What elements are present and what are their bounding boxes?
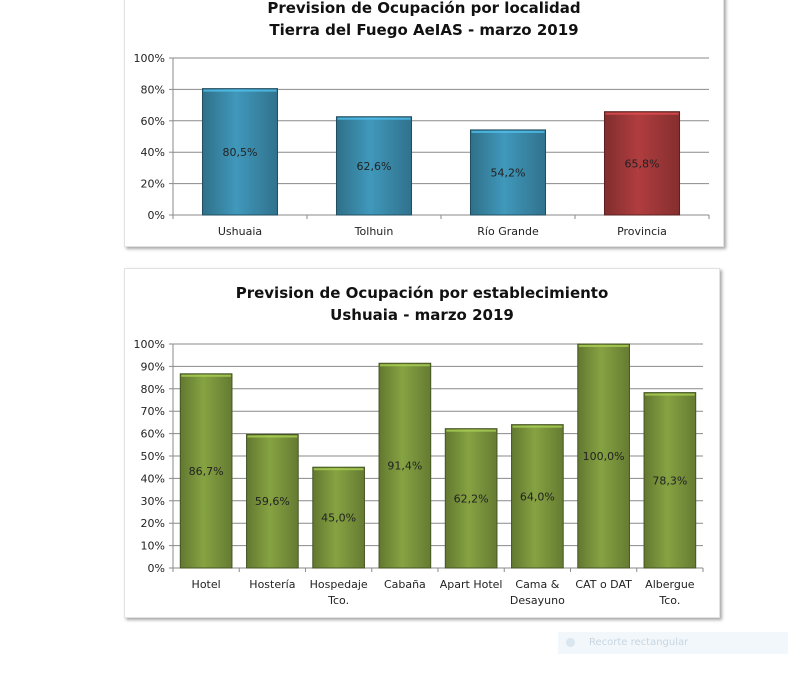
establecimiento-data-label: 62,2% bbox=[454, 492, 489, 505]
localidad-bar bbox=[201, 88, 279, 216]
chart-localidad-title: Prevision de Ocupación por localidad Tie… bbox=[125, 0, 723, 41]
localidad-bar bbox=[603, 111, 681, 216]
establecimiento-category-label: Cabaña bbox=[384, 578, 426, 591]
establecimiento-category-label: Desayuno bbox=[510, 594, 565, 607]
chart-establecimiento-title: Prevision de Ocupación por establecimien… bbox=[125, 282, 719, 326]
circle-icon bbox=[566, 637, 575, 647]
establecimiento-bar bbox=[179, 373, 233, 569]
localidad-ytick-label: 20% bbox=[141, 178, 165, 191]
establecimiento-data-label: 100,0% bbox=[583, 450, 625, 463]
snip-hint-tooltip[interactable]: Recorte rectangular bbox=[558, 632, 788, 654]
localidad-data-label: 62,6% bbox=[357, 160, 392, 173]
establecimiento-category-label: Hospedaje bbox=[310, 578, 368, 591]
localidad-ytick-label: 80% bbox=[141, 83, 165, 96]
establecimiento-data-label: 59,6% bbox=[255, 495, 290, 508]
establecimiento-data-label: 64,0% bbox=[520, 490, 555, 503]
chart-localidad-title-line-1: Prevision de Ocupación por localidad bbox=[267, 0, 581, 17]
chart-localidad-plot: 0% 20% 40% 60% 80% 100% 80,5% Ushuaia 62,6% Tolhu… bbox=[134, 52, 710, 238]
localidad-bar-highlight bbox=[605, 112, 679, 115]
establecimiento-ytick-label: 50% bbox=[141, 450, 165, 463]
localidad-category-label: Ushuaia bbox=[218, 225, 262, 238]
establecimiento-category-label: Tco. bbox=[658, 594, 680, 607]
establecimiento-ytick-label: 0% bbox=[148, 562, 165, 575]
establecimiento-bar-highlight bbox=[181, 374, 231, 377]
establecimiento-bar-highlight bbox=[578, 345, 629, 347]
chart-establecimiento-title-line-2: Ushuaia - marzo 2019 bbox=[330, 306, 514, 324]
establecimiento-bar bbox=[577, 343, 630, 569]
establecimiento-ytick-label: 40% bbox=[141, 472, 165, 485]
establecimiento-ytick-label: 90% bbox=[141, 360, 165, 373]
establecimiento-bar bbox=[444, 428, 498, 569]
establecimiento-category-label: CAT o DAT bbox=[575, 578, 632, 591]
chart-localidad-title-line-2: Tierra del Fuego AeIAS - marzo 2019 bbox=[269, 21, 579, 39]
establecimiento-bar bbox=[643, 392, 697, 569]
localidad-bar-highlight bbox=[471, 130, 545, 133]
establecimiento-bar-highlight bbox=[380, 364, 430, 367]
localidad-ytick-label: 0% bbox=[148, 209, 165, 222]
establecimiento-bar-highlight bbox=[247, 435, 298, 438]
establecimiento-data-label: 78,3% bbox=[652, 474, 687, 487]
establecimiento-bar bbox=[312, 466, 365, 569]
establecimiento-category-label: Hostería bbox=[249, 578, 295, 591]
chart-localidad-panel: Prevision de Ocupación por localidad Tie… bbox=[124, 0, 724, 247]
establecimiento-ytick-label: 20% bbox=[141, 517, 165, 530]
establecimiento-bar-highlight bbox=[446, 429, 496, 432]
establecimiento-ytick-label: 100% bbox=[134, 338, 165, 351]
establecimiento-bar-highlight bbox=[645, 393, 695, 396]
localidad-category-label: Tolhuin bbox=[354, 225, 394, 238]
localidad-ytick-label: 60% bbox=[141, 115, 165, 128]
localidad-data-label: 65,8% bbox=[625, 157, 660, 170]
localidad-bar-highlight bbox=[337, 117, 411, 120]
localidad-ytick-label: 100% bbox=[134, 52, 165, 65]
chart-establecimiento-panel: Prevision de Ocupación por establecimien… bbox=[124, 268, 720, 618]
localidad-bar bbox=[335, 116, 413, 216]
localidad-bar bbox=[469, 129, 547, 216]
establecimiento-ytick-label: 10% bbox=[141, 540, 165, 553]
establecimiento-category-label: Hotel bbox=[192, 578, 221, 591]
localidad-bar-highlight bbox=[203, 89, 277, 92]
localidad-data-label: 54,2% bbox=[491, 166, 526, 179]
establecimiento-category-label: Albergue bbox=[645, 578, 695, 591]
localidad-data-label: 80,5% bbox=[223, 146, 258, 159]
chart-establecimiento-plot: 0% 10% 20% 30% 40% 50% 60% 70% 80% 90% 100% 86,7% Ho… bbox=[134, 338, 704, 607]
establecimiento-bar bbox=[378, 362, 432, 569]
establecimiento-bar bbox=[246, 433, 299, 569]
snip-hint-label: Recorte rectangular bbox=[589, 637, 689, 648]
establecimiento-bar-highlight bbox=[512, 425, 563, 428]
establecimiento-ytick-label: 70% bbox=[141, 405, 165, 418]
establecimiento-category-label: Apart Hotel bbox=[440, 578, 503, 591]
establecimiento-ytick-label: 80% bbox=[141, 383, 165, 396]
localidad-category-label: Río Grande bbox=[477, 225, 539, 238]
establecimiento-data-label: 91,4% bbox=[387, 460, 422, 473]
establecimiento-bar bbox=[511, 424, 564, 569]
localidad-ytick-label: 40% bbox=[141, 146, 165, 159]
localidad-category-label: Provincia bbox=[617, 225, 667, 238]
establecimiento-data-label: 45,0% bbox=[321, 512, 356, 525]
establecimiento-data-label: 86,7% bbox=[189, 465, 224, 478]
establecimiento-bar-highlight bbox=[313, 468, 364, 471]
establecimiento-category-label: Tco. bbox=[327, 594, 349, 607]
establecimiento-category-label: Cama & bbox=[515, 578, 559, 591]
establecimiento-ytick-label: 60% bbox=[141, 428, 165, 441]
chart-establecimiento-title-line-1: Prevision de Ocupación por establecimien… bbox=[235, 284, 609, 302]
establecimiento-ytick-label: 30% bbox=[141, 495, 165, 508]
